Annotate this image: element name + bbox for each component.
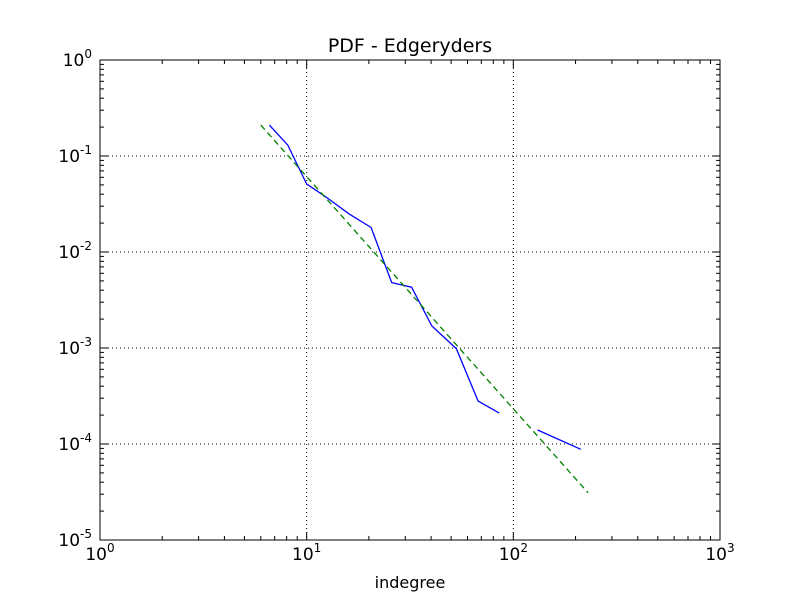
x-tick-label: 102 — [499, 541, 528, 565]
y-tick-label: 10-1 — [58, 143, 92, 167]
y-tick-labels: 100 10-1 10-2 10-3 10-4 10-5 — [58, 47, 92, 551]
x-tick-label: 100 — [85, 541, 114, 565]
plot-frame — [99, 59, 721, 541]
fit-line — [260, 124, 589, 494]
series-group — [260, 124, 589, 494]
y-tick-label: 100 — [63, 47, 92, 71]
x-tick-label: 103 — [705, 541, 734, 565]
plot-background — [100, 60, 720, 540]
y-tick-label: 10-4 — [58, 431, 92, 455]
x-axis-label: indegree — [375, 573, 446, 592]
grid-lines — [100, 60, 720, 540]
y-tick-label: 10-3 — [58, 335, 92, 359]
data-line — [537, 429, 582, 450]
tick-marks — [99, 59, 721, 541]
chart-title: PDF - Edgeryders — [328, 35, 492, 57]
x-tick-labels: 100 101 102 103 — [85, 541, 734, 565]
data-line — [268, 124, 500, 414]
x-tick-label: 101 — [292, 541, 321, 565]
y-tick-label: 10-5 — [58, 527, 92, 551]
y-tick-label: 10-2 — [58, 239, 92, 263]
